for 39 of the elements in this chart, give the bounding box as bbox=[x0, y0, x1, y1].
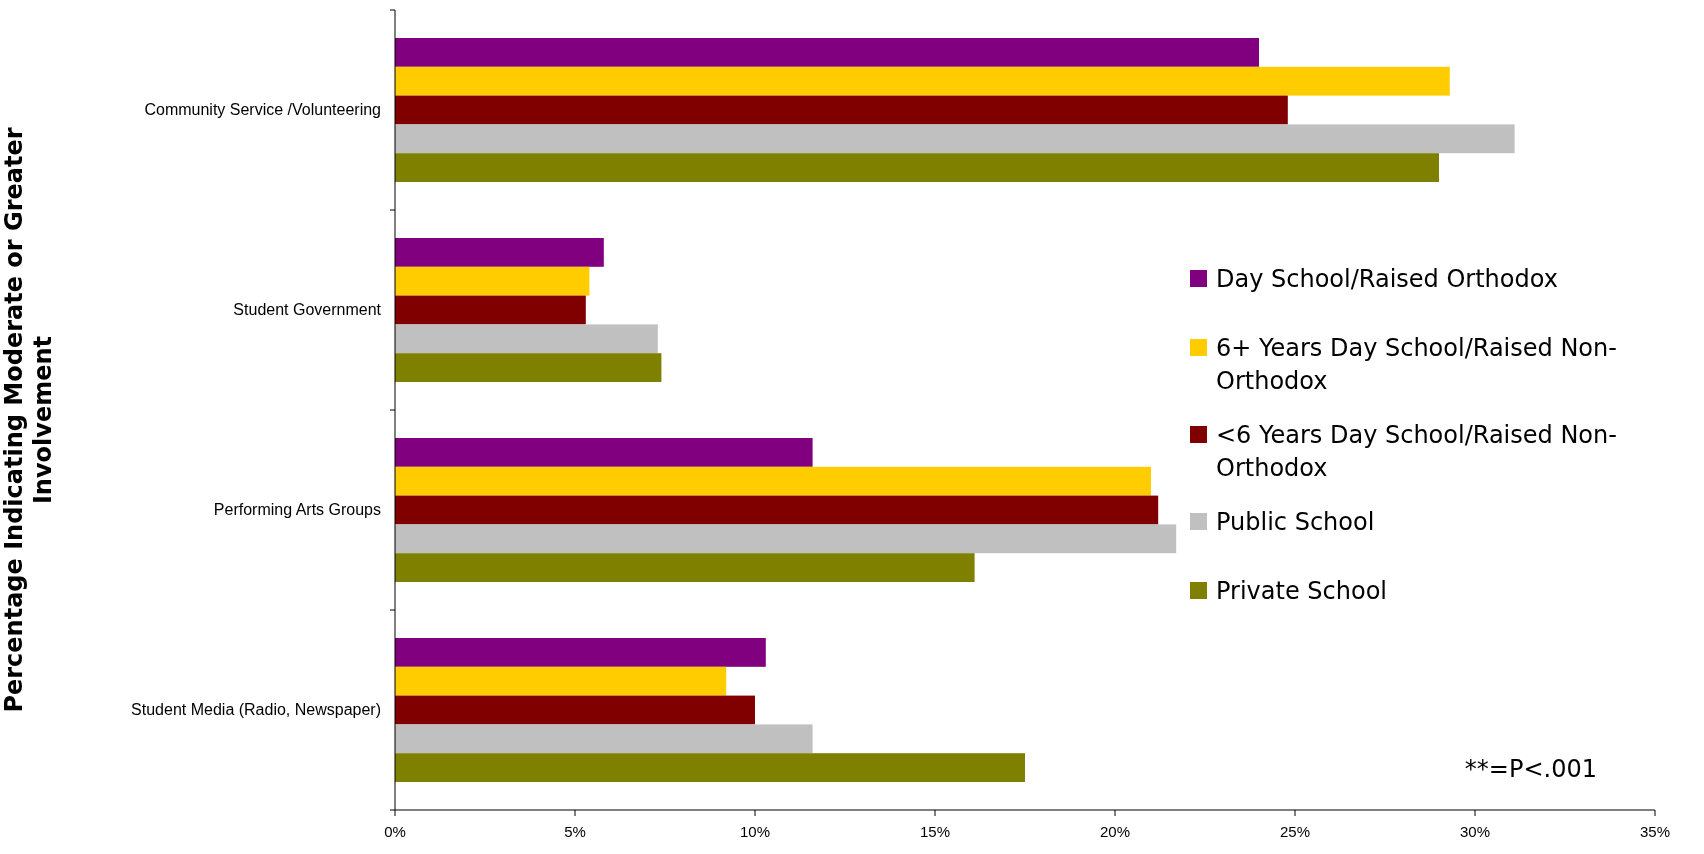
x-tick-label: 30% bbox=[1459, 823, 1491, 840]
legend-label: <6 Years Day School/Raised Non-Orthodox bbox=[1216, 421, 1617, 482]
x-tick-label: 35% bbox=[1639, 823, 1671, 840]
bar bbox=[395, 495, 1159, 525]
bar bbox=[395, 353, 662, 382]
bar bbox=[395, 124, 1515, 154]
x-tick-label: 25% bbox=[1279, 823, 1311, 840]
legend-label: Private School bbox=[1216, 577, 1387, 605]
x-tick-label: 20% bbox=[1099, 823, 1131, 840]
legend-label: Public School bbox=[1216, 508, 1375, 536]
x-tick-label: 15% bbox=[919, 823, 951, 840]
bar bbox=[395, 666, 727, 696]
bar bbox=[395, 95, 1288, 125]
bar bbox=[395, 466, 1151, 496]
y-tick-label: Performing Arts Groups bbox=[213, 501, 381, 518]
y-axis-title: Percentage Indicating Moderate or Greater Involvement bbox=[0, 127, 57, 713]
bar bbox=[395, 695, 755, 725]
legend-label: 6+ Years Day School/Raised Non-Orthodox bbox=[1216, 334, 1617, 395]
bar bbox=[395, 266, 590, 296]
y-tick-label: Community Service /Volunteering bbox=[144, 101, 381, 118]
bar bbox=[395, 38, 1259, 67]
y-tick-label: Student Government bbox=[233, 301, 382, 318]
bar bbox=[395, 638, 766, 667]
bar bbox=[395, 438, 813, 467]
bar bbox=[395, 66, 1450, 96]
bar bbox=[395, 524, 1177, 554]
x-tick-label: 10% bbox=[739, 823, 771, 840]
bar bbox=[395, 295, 586, 325]
x-tick-label: 0% bbox=[384, 823, 406, 840]
bar bbox=[395, 553, 975, 582]
bar bbox=[395, 753, 1025, 782]
annotation: **=P<.001 bbox=[1464, 755, 1597, 783]
legend-label: Day School/Raised Orthodox bbox=[1216, 265, 1558, 293]
x-tick-label: 5% bbox=[564, 823, 586, 840]
bar bbox=[395, 238, 604, 267]
bar bbox=[395, 724, 813, 754]
bar bbox=[395, 153, 1439, 182]
y-tick-label: Student Media (Radio, Newspaper) bbox=[131, 701, 381, 718]
bar bbox=[395, 324, 658, 354]
